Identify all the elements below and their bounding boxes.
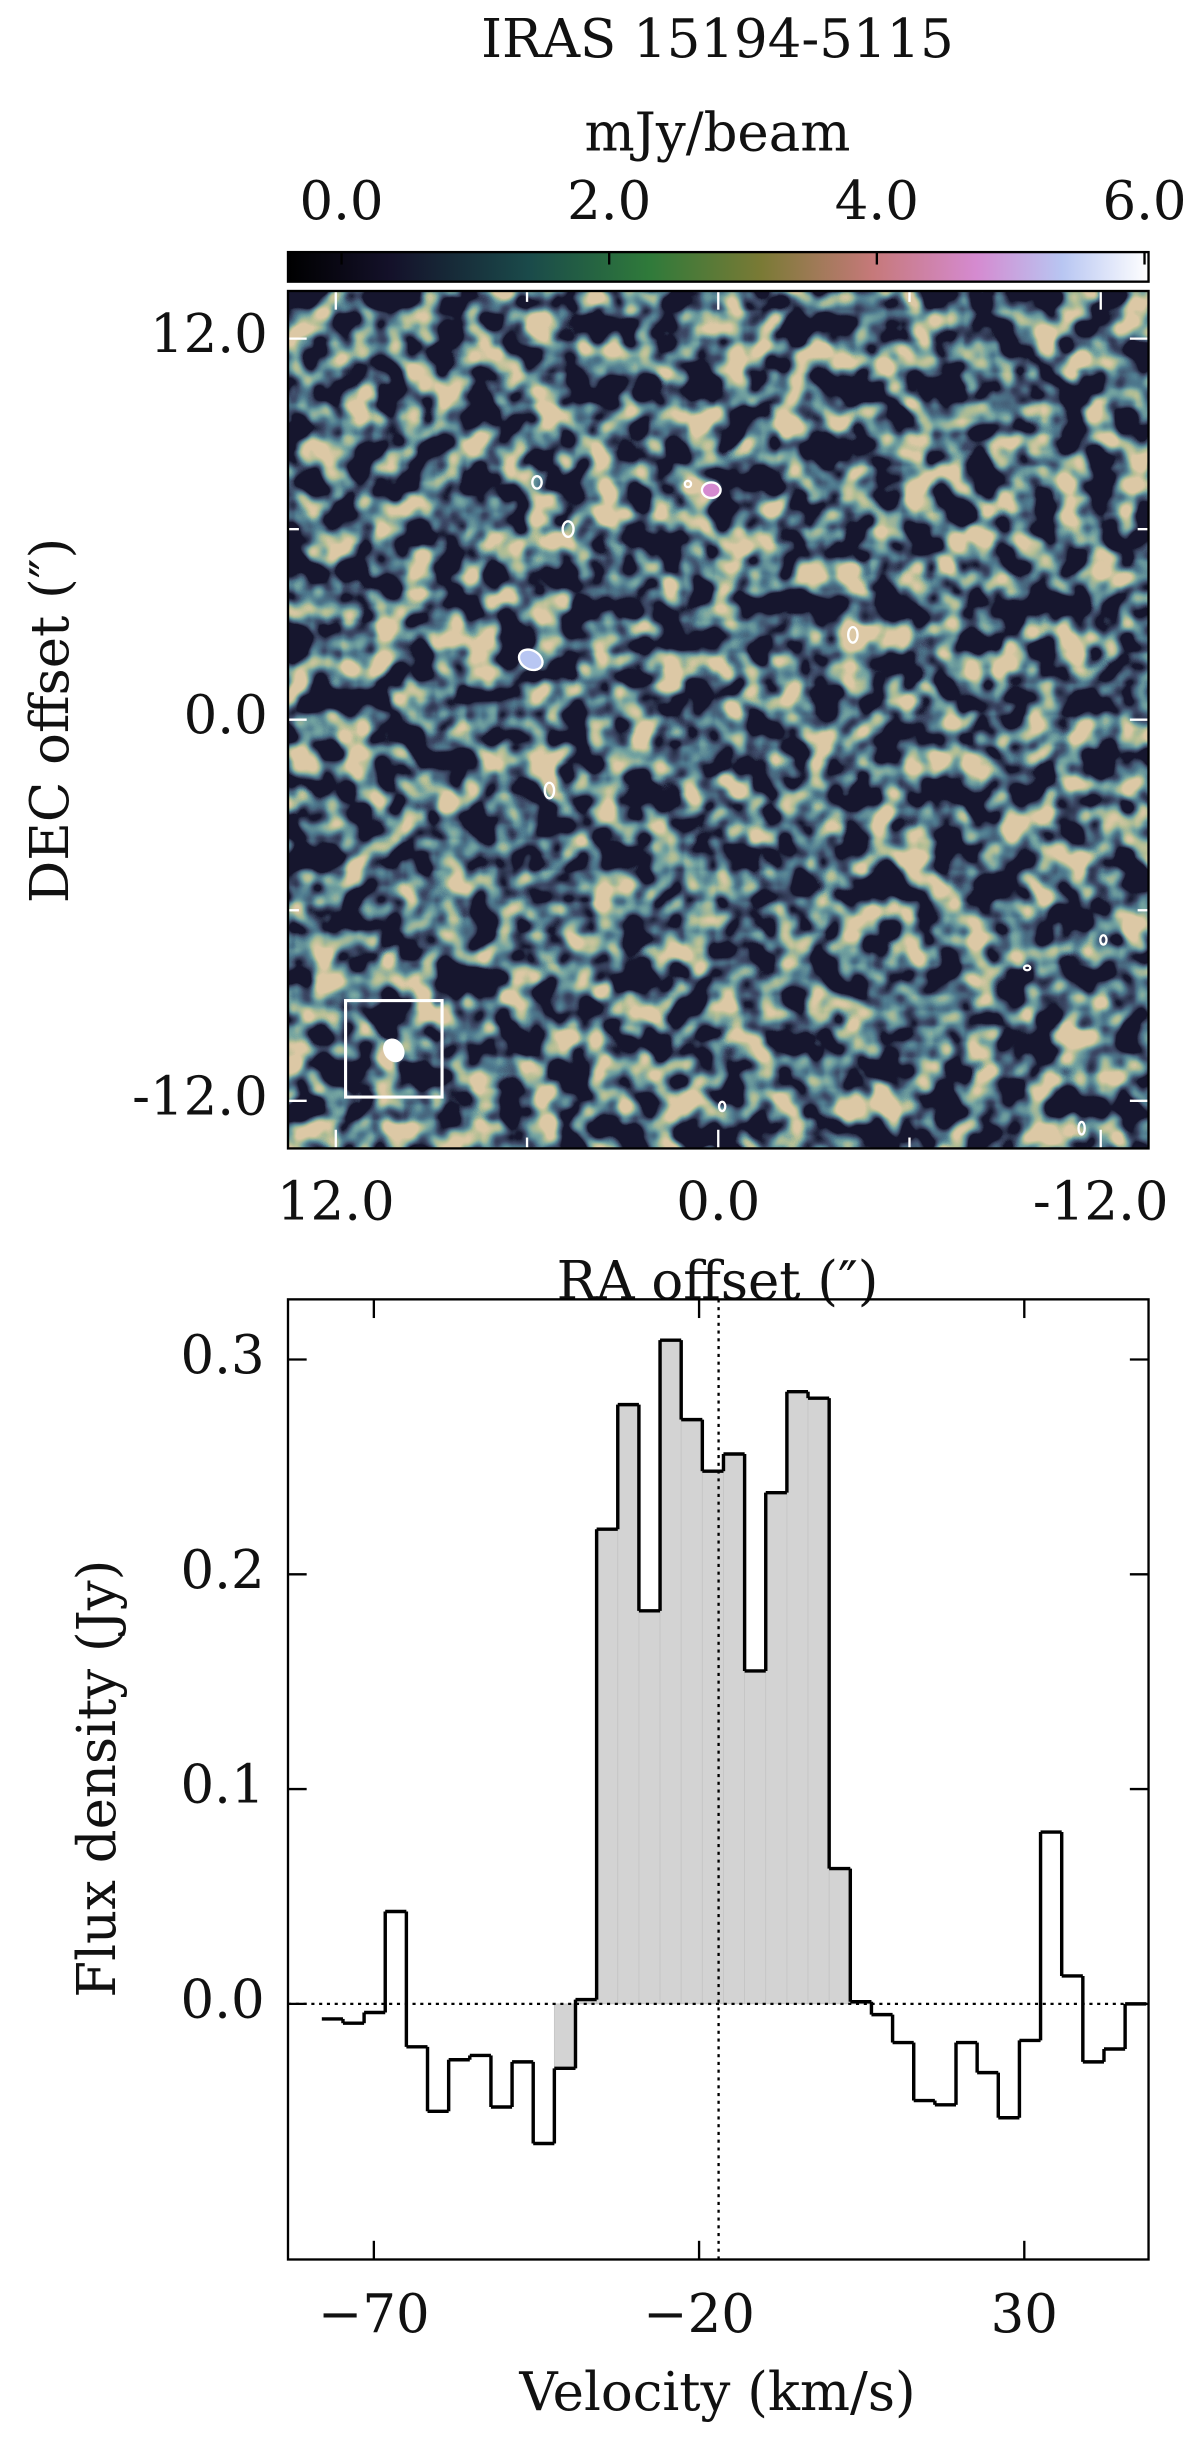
map-image — [287, 290, 1149, 1149]
contour — [1099, 934, 1108, 946]
colorbar-tick-label: 6.0 — [1102, 171, 1186, 232]
contour — [700, 481, 722, 500]
y-tick-label: 0.2 — [181, 1540, 265, 1601]
colorbar-label: mJy/beam — [585, 102, 851, 163]
x-tick-label: -12.0 — [1033, 1171, 1169, 1232]
shaded-bin — [638, 1610, 661, 2005]
y-tick-label: 12.0 — [150, 304, 268, 365]
y-axis-label: Flux density (Jy) — [67, 1560, 128, 1998]
x-tick-label: −70 — [318, 2284, 430, 2345]
contours — [517, 475, 1108, 1136]
x-tick-label: 30 — [991, 2284, 1058, 2345]
map-frame — [286, 289, 1150, 1150]
x-tick-label: −20 — [643, 2284, 755, 2345]
spectrum-panel: Velocity (km/s) Flux density (Jy) −70 −20… — [67, 1298, 1150, 2423]
chart-title: IRAS 15194-5115 — [481, 9, 954, 70]
y-tick-label: 0.0 — [181, 1969, 265, 2030]
shaded-bin — [828, 1868, 851, 2005]
shaded-bin — [553, 2003, 576, 2069]
shaded-bin — [723, 1453, 745, 2005]
colorbar-tick-label: 2.0 — [567, 171, 651, 232]
contour — [543, 781, 556, 800]
y-tick-label: 0.3 — [181, 1325, 265, 1386]
y-tick-label: -12.0 — [132, 1066, 268, 1127]
shaded-bin — [680, 1419, 703, 2005]
colorbar-tick-label: 4.0 — [835, 171, 919, 232]
contour — [561, 520, 575, 539]
shaded-bin — [744, 1670, 767, 2005]
contour — [517, 648, 544, 672]
y-tick-label: 0.0 — [184, 685, 268, 746]
shaded-bin — [617, 1404, 640, 2005]
contour — [683, 479, 693, 489]
contour — [847, 625, 859, 644]
x-axis-label: RA offset (″) — [557, 1251, 879, 1312]
y-tick-label: 0.1 — [181, 1755, 265, 1816]
shaded-bin — [807, 1397, 830, 2005]
x-tick-label: 12.0 — [277, 1171, 395, 1232]
colorbar-tick-label: 0.0 — [299, 171, 383, 232]
plot-frame — [286, 1298, 1150, 2261]
shaded-bin — [786, 1391, 809, 2005]
contour — [1077, 1120, 1086, 1136]
shaded-bin — [765, 1492, 788, 2005]
x-axis-label: Velocity (km/s) — [518, 2362, 915, 2423]
beam-box — [344, 999, 444, 1099]
map-panel: IRAS 15194-5115 mJy/beam RA offset (″) D… — [20, 9, 1187, 1312]
colorbar — [286, 250, 1150, 283]
contour — [717, 1100, 727, 1113]
shaded-bin — [596, 1528, 619, 2005]
shaded-bin — [701, 1470, 724, 2005]
contour — [531, 475, 543, 490]
y-axis-label: DEC offset (″) — [20, 538, 81, 903]
beam — [383, 1038, 405, 1063]
shaded-bin — [659, 1339, 682, 2005]
contour — [1022, 964, 1032, 972]
x-tick-label: 0.0 — [676, 1171, 760, 1232]
